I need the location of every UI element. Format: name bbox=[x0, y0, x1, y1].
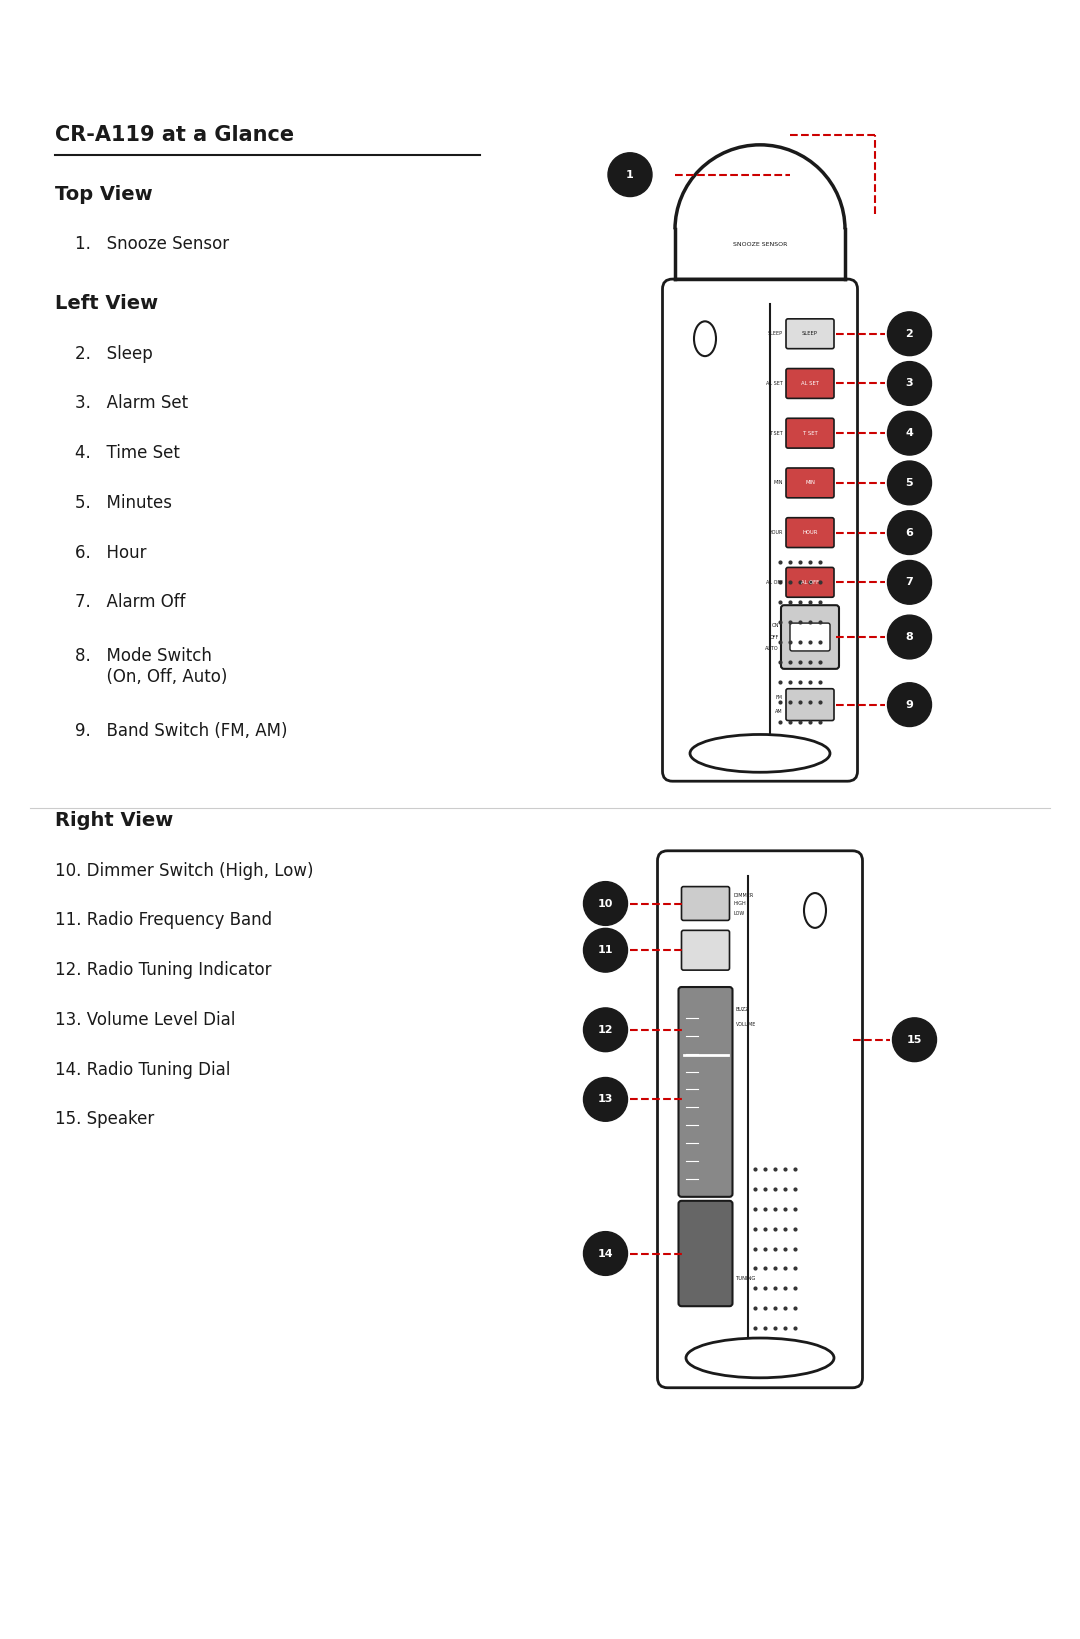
Circle shape bbox=[583, 1008, 627, 1052]
Text: TUNING: TUNING bbox=[735, 1275, 756, 1280]
Text: 4: 4 bbox=[905, 428, 914, 438]
Circle shape bbox=[583, 882, 627, 926]
Text: 10. Dimmer Switch (High, Low): 10. Dimmer Switch (High, Low) bbox=[55, 862, 313, 880]
Text: AL SET: AL SET bbox=[801, 380, 819, 385]
Ellipse shape bbox=[690, 734, 831, 772]
Text: 11: 11 bbox=[597, 946, 613, 956]
Text: 11. Radio Frequency Band: 11. Radio Frequency Band bbox=[55, 911, 272, 929]
Text: CR-A119 at a Glance: CR-A119 at a Glance bbox=[55, 125, 294, 144]
FancyBboxPatch shape bbox=[786, 567, 834, 597]
Text: 1: 1 bbox=[626, 170, 634, 180]
Text: FM: FM bbox=[777, 695, 783, 700]
Circle shape bbox=[888, 461, 931, 505]
Text: T SET: T SET bbox=[802, 431, 818, 436]
FancyBboxPatch shape bbox=[786, 418, 834, 447]
Text: 12. Radio Tuning Indicator: 12. Radio Tuning Indicator bbox=[55, 960, 271, 978]
FancyBboxPatch shape bbox=[678, 1201, 732, 1306]
FancyBboxPatch shape bbox=[658, 851, 863, 1388]
FancyBboxPatch shape bbox=[786, 688, 834, 721]
Text: Coby Electronics Corporation: Coby Electronics Corporation bbox=[721, 1601, 1026, 1619]
Text: 8: 8 bbox=[906, 633, 914, 642]
Text: HOUR: HOUR bbox=[802, 529, 818, 534]
Circle shape bbox=[583, 1231, 627, 1275]
Circle shape bbox=[888, 311, 931, 356]
Circle shape bbox=[583, 928, 627, 972]
Text: 15: 15 bbox=[907, 1034, 922, 1044]
Circle shape bbox=[888, 683, 931, 726]
FancyBboxPatch shape bbox=[786, 469, 834, 498]
Text: 14: 14 bbox=[597, 1249, 613, 1259]
Ellipse shape bbox=[686, 1337, 834, 1378]
FancyBboxPatch shape bbox=[781, 605, 839, 669]
Circle shape bbox=[583, 1077, 627, 1121]
Text: 6.   Hour: 6. Hour bbox=[75, 544, 147, 562]
Circle shape bbox=[888, 411, 931, 456]
FancyBboxPatch shape bbox=[789, 623, 831, 651]
Circle shape bbox=[608, 152, 652, 197]
Text: OFF: OFF bbox=[770, 634, 779, 639]
Text: VOLUME: VOLUME bbox=[735, 1023, 756, 1028]
Ellipse shape bbox=[694, 321, 716, 356]
Text: MIN: MIN bbox=[805, 480, 815, 485]
Text: AL SET: AL SET bbox=[766, 380, 783, 385]
Text: AL OFF: AL OFF bbox=[766, 580, 783, 585]
Text: AM: AM bbox=[775, 710, 783, 715]
FancyBboxPatch shape bbox=[786, 518, 834, 547]
Text: 9: 9 bbox=[905, 700, 914, 710]
Text: Top View: Top View bbox=[55, 185, 152, 203]
Text: MIN: MIN bbox=[773, 480, 783, 485]
Text: Page 8: Page 8 bbox=[86, 1601, 151, 1619]
Text: Right View: Right View bbox=[55, 811, 173, 831]
FancyBboxPatch shape bbox=[681, 887, 729, 921]
Text: HIGH: HIGH bbox=[733, 901, 746, 906]
FancyBboxPatch shape bbox=[786, 369, 834, 398]
Text: 13: 13 bbox=[598, 1095, 613, 1105]
FancyBboxPatch shape bbox=[681, 931, 729, 970]
Circle shape bbox=[892, 1018, 936, 1062]
Text: AUTO: AUTO bbox=[766, 646, 779, 651]
Circle shape bbox=[888, 362, 931, 405]
Text: SLEEP: SLEEP bbox=[768, 331, 783, 336]
FancyBboxPatch shape bbox=[786, 320, 834, 349]
Text: 7: 7 bbox=[906, 577, 914, 587]
Text: 15. Speaker: 15. Speaker bbox=[55, 1110, 154, 1128]
Text: AL OFF: AL OFF bbox=[801, 580, 819, 585]
Text: 13. Volume Level Dial: 13. Volume Level Dial bbox=[55, 1011, 235, 1029]
Text: 3.   Alarm Set: 3. Alarm Set bbox=[75, 395, 188, 413]
Text: Left View: Left View bbox=[55, 295, 158, 313]
Text: 14. Radio Tuning Dial: 14. Radio Tuning Dial bbox=[55, 1060, 230, 1078]
Text: T SET: T SET bbox=[769, 431, 783, 436]
Text: LOW: LOW bbox=[733, 911, 745, 916]
Text: GETTING STARTED: GETTING STARTED bbox=[383, 34, 697, 64]
Text: 6: 6 bbox=[905, 528, 914, 538]
Circle shape bbox=[888, 511, 931, 554]
Text: 2: 2 bbox=[906, 329, 914, 339]
Text: 7.   Alarm Off: 7. Alarm Off bbox=[75, 593, 186, 611]
Text: 10: 10 bbox=[598, 898, 613, 908]
Text: 1.   Snooze Sensor: 1. Snooze Sensor bbox=[75, 236, 229, 254]
FancyBboxPatch shape bbox=[678, 987, 732, 1196]
Ellipse shape bbox=[804, 893, 826, 928]
Text: ON: ON bbox=[771, 623, 779, 628]
Text: 2.   Sleep: 2. Sleep bbox=[75, 344, 152, 362]
Text: 12: 12 bbox=[597, 1024, 613, 1034]
Text: HOUR: HOUR bbox=[769, 529, 783, 534]
Text: 5.   Minutes: 5. Minutes bbox=[75, 493, 172, 511]
Text: 8.   Mode Switch
      (On, Off, Auto): 8. Mode Switch (On, Off, Auto) bbox=[75, 647, 228, 687]
Text: SLEEP: SLEEP bbox=[802, 331, 818, 336]
Circle shape bbox=[888, 615, 931, 659]
FancyBboxPatch shape bbox=[662, 279, 858, 782]
Text: 5: 5 bbox=[906, 479, 914, 488]
Text: BUZZ: BUZZ bbox=[735, 1008, 750, 1013]
Text: 3: 3 bbox=[906, 379, 914, 388]
Text: 4.   Time Set: 4. Time Set bbox=[75, 444, 180, 462]
Circle shape bbox=[888, 561, 931, 605]
Text: DIMMER: DIMMER bbox=[733, 893, 754, 898]
Text: 9.   Band Switch (FM, AM): 9. Band Switch (FM, AM) bbox=[75, 723, 287, 741]
Text: SNOOZE SENSOR: SNOOZE SENSOR bbox=[733, 243, 787, 247]
